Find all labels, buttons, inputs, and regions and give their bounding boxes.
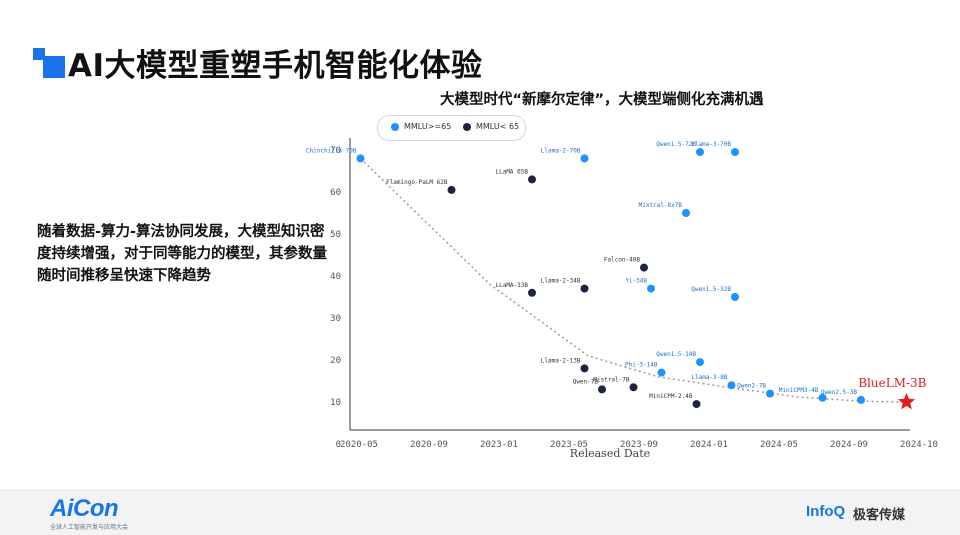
chart-title: 大模型时代“新摩尔定律”，大模型端侧化充满机遇 [440,92,764,108]
x-tick-label: 2023-05 [550,440,588,450]
data-point-high [356,154,365,163]
y-tick-label: 50 [330,230,341,240]
point-label: Chinchilla-70B [306,147,357,154]
page-title: AI大模型重塑手机智能化体验 [68,48,483,84]
title-mark-icon [33,48,67,80]
point-label: Qwen1.5-32B [691,286,731,293]
y-tick-label: 0 [336,440,341,450]
data-point-high [731,148,739,157]
point-label: Mistral-7B [593,376,630,383]
infoq-logo: InfoQ [806,503,846,520]
footer: AiCon 全球人工智能开发与应用大会 InfoQ 极客传媒 [0,489,960,535]
legend-dot-low [463,122,471,131]
point-label: Qwen1.5-14B [656,351,696,358]
point-label: Qwen2-7B [737,383,766,390]
point-label: Llama-2-13B [541,357,581,364]
legend-label-high: MMLU>=65 [404,122,452,131]
highlight-label: BlueLM-3B [858,376,926,390]
highlight-star-icon [897,393,916,410]
y-tick-label: 30 [330,314,341,324]
aicon-logo: AiCon [50,495,119,522]
point-label: Qwen1.5-72B [656,141,696,148]
point-label: Flamingo-PaLM 62B [386,179,448,186]
x-tick-label: 2020-09 [410,440,448,450]
point-label: Yi-34B [625,278,647,285]
legend-label-low: MMLU< 65 [476,122,520,131]
point-label: Mixtral-8x7B [639,202,683,209]
x-tick-label: 2024-05 [760,440,798,450]
point-label: Phi-3-14B [625,362,658,369]
infoq-logo-cn: 极客传媒 [853,508,906,523]
point-label: LLaMA 65B [495,168,528,175]
point-label: LLaMA-33B [495,282,528,289]
data-point-high [727,381,736,390]
point-label: Llama-3-70B [691,141,731,148]
data-point-low [640,263,648,272]
y-tick-label: 20 [330,356,341,366]
data-point-low [692,400,701,409]
data-point-low [528,288,536,297]
data-point-high [580,154,589,163]
data-point-low [629,383,638,392]
data-point-high [647,284,655,293]
point-label: Falcon-40B [604,257,641,264]
aicon-subtitle: 全球人工智能开发与应用大会 [50,524,129,531]
data-point-low [447,185,456,194]
x-tick-label: 2023-01 [480,440,518,450]
legend-item-low: MMLU< 65 [463,122,519,131]
x-tick-label: 2023-09 [620,440,658,450]
x-tick-label: 2024-01 [690,440,728,450]
chart-legend: MMLU>=65 MMLU< 65 [377,115,526,141]
data-point-high [682,209,690,217]
x-tick-label: 2024-09 [830,440,868,450]
y-tick-label: 70 [330,146,341,156]
y-tick-label: 10 [330,398,341,408]
side-description: 随着数据-算力-算法协同发展，大模型知识密度持续增强，对于同等能力的模型，其参数… [37,224,327,284]
data-point-high [696,148,704,157]
data-point-low [528,175,536,184]
data-point-low [598,385,606,394]
point-label: Llama-2-70B [541,147,581,154]
data-point-high [696,358,704,367]
point-label: MiniCPM3-4B [779,387,819,394]
y-tick-label: 60 [330,188,341,198]
scatter-chart: 0 10 20 30 40 50 60 70 2020-05 2020-09 2023-01 2023… [306,138,938,460]
legend-dot-high [391,122,399,131]
data-point-high [857,395,865,404]
data-point-high [818,393,827,402]
y-tick-label: 40 [330,272,341,282]
x-axis-title: Released Date [570,447,650,460]
data-point-low [580,284,589,293]
point-label: Qwen-7B [573,378,599,385]
point-label: MiniCPM-2.4B [649,393,693,400]
point-label: Qwen2.5-3B [821,389,858,396]
x-tick-label: 2020-05 [340,440,378,450]
data-point-high [657,368,666,377]
data-point-high [766,389,774,398]
data-point-high [731,293,739,301]
data-point-low [580,364,589,373]
legend-item-high: MMLU>=65 [391,122,451,131]
point-label: Llama-3-8B [691,374,728,381]
trend-line [359,157,907,403]
x-tick-label: 2024-10 [900,440,938,450]
point-label: Llama-2-34B [541,278,581,285]
